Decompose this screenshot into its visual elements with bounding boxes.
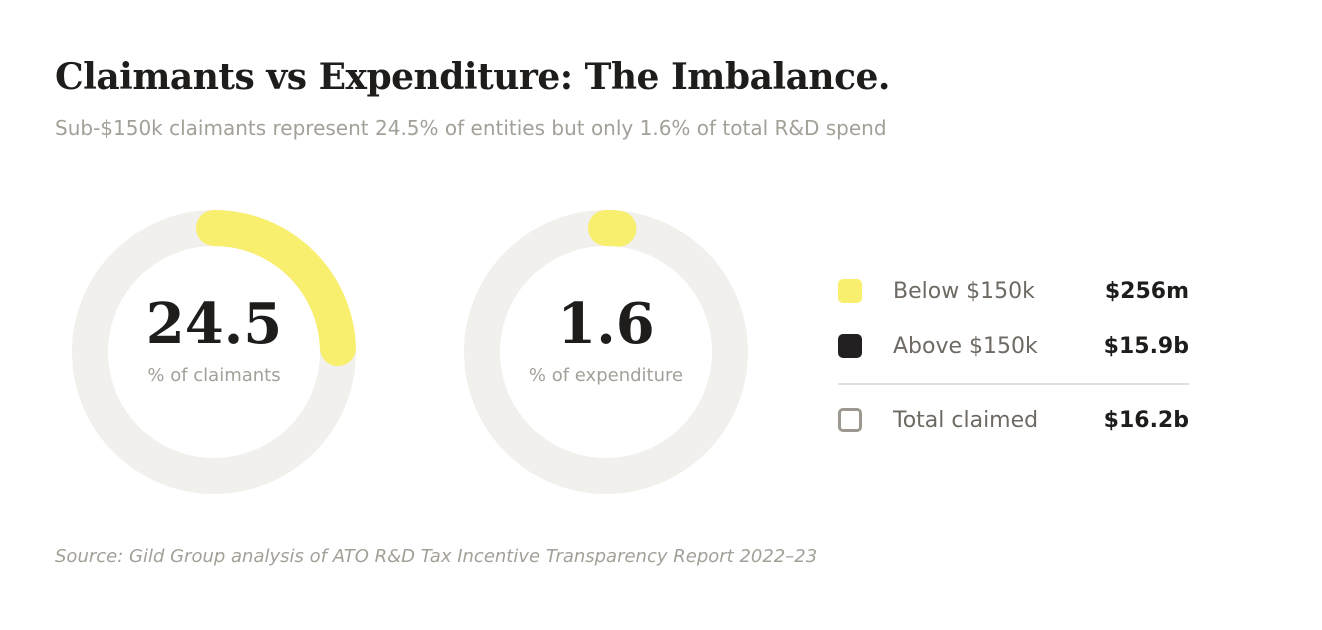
donut-center-value: 1.6 [557, 291, 654, 357]
donut-center-label: % of expenditure [529, 365, 683, 386]
chart-title: Claimants vs Expenditure: The Imbalance. [55, 56, 890, 98]
legend-label: Below $150k [893, 278, 1035, 304]
legend-value: $16.2b [1103, 407, 1189, 433]
legend-label: Total claimed [893, 407, 1039, 433]
donut-expenditure: 1.6 % of expenditure [464, 210, 748, 494]
chart-subtitle: Sub-$150k claimants represent 24.5% of e… [55, 116, 887, 140]
donut-arc-below-150k [196, 210, 356, 367]
source-note: Source: Gild Group analysis of ATO R&D T… [55, 546, 818, 567]
donut-center-label: % of claimants [147, 365, 280, 386]
donut-center-value: 24.5 [146, 291, 282, 357]
legend-divider [838, 383, 1189, 385]
legend-item-above-150k: Above $150k $15.9b [838, 327, 1189, 365]
legend-swatch-above [838, 334, 862, 358]
legend: Below $150k $256m Above $150k $15.9b Tot… [838, 272, 1189, 439]
legend-value: $256m [1104, 278, 1189, 304]
legend-swatch-total [838, 408, 862, 432]
legend-swatch-below [838, 279, 862, 303]
donut-arc-below-150k [588, 210, 637, 247]
legend-item-total: Total claimed $16.2b [838, 401, 1189, 439]
legend-value: $15.9b [1103, 333, 1189, 359]
legend-item-below-150k: Below $150k $256m [838, 272, 1189, 310]
donut-claimants: 24.5 % of claimants [72, 210, 356, 494]
legend-label: Above $150k [893, 333, 1038, 359]
